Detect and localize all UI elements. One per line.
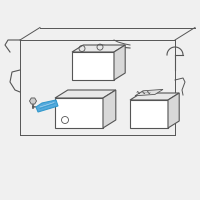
Polygon shape bbox=[72, 45, 125, 52]
Polygon shape bbox=[135, 89, 163, 96]
Polygon shape bbox=[130, 93, 179, 100]
Polygon shape bbox=[36, 100, 58, 112]
Polygon shape bbox=[130, 100, 168, 128]
Polygon shape bbox=[168, 93, 179, 128]
Polygon shape bbox=[72, 52, 114, 80]
Polygon shape bbox=[114, 45, 125, 80]
Polygon shape bbox=[55, 90, 116, 98]
Polygon shape bbox=[55, 98, 103, 128]
Polygon shape bbox=[30, 98, 36, 104]
Polygon shape bbox=[103, 90, 116, 128]
